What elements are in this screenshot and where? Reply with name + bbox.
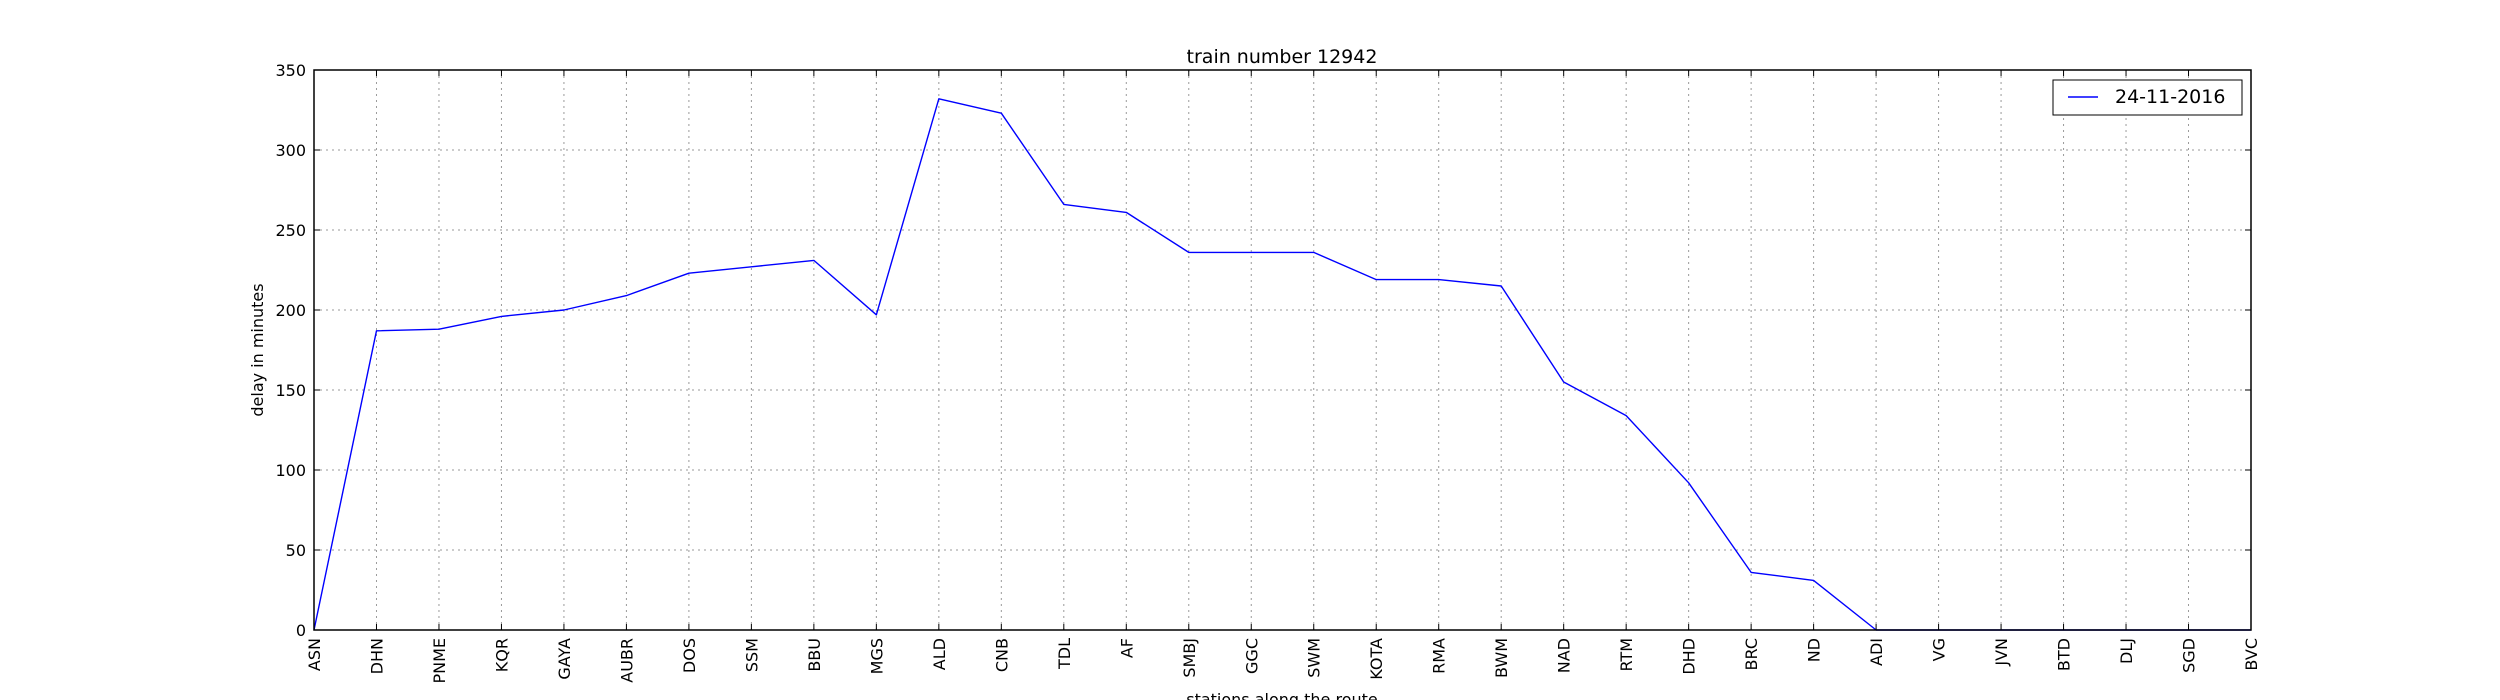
x-tick-label: NAD [1555, 638, 1574, 673]
x-axis-label: stations along the route [1186, 690, 1378, 700]
x-tick-label: VG [1930, 638, 1949, 661]
x-tick-label: KQR [492, 638, 511, 672]
x-tick-label: DHN [367, 638, 386, 674]
x-tick-label: JVN [1992, 638, 2011, 667]
x-tick-label: BRC [1742, 638, 1761, 670]
y-tick-labels: 0 50 100 150 200 250 300 350 [275, 61, 306, 640]
x-tick-label: GGC [1242, 638, 1261, 674]
y-tick-label: 350 [275, 61, 306, 80]
x-tick-label: ND [1805, 638, 1824, 662]
x-tick-label: DHD [1680, 638, 1699, 675]
x-tick-label: ADI [1867, 638, 1886, 666]
x-tick-label: PNME [430, 638, 449, 684]
x-tick-label: MGS [867, 638, 886, 674]
plot-frame [313, 69, 2252, 631]
x-tick-label: TDL [1055, 638, 1074, 670]
x-tick-label: KOTA [1367, 638, 1386, 680]
x-tick-label: SSM [742, 638, 761, 672]
x-tick-label: RTM [1617, 638, 1636, 672]
x-tick-label: SWM [1305, 638, 1324, 678]
x-tick-label: ALD [930, 638, 949, 670]
y-axis-label: delay in minutes [248, 283, 267, 416]
x-tick-label: SGD [2180, 638, 2199, 673]
legend-label-series-0: 24-11-2016 [2115, 86, 2225, 108]
y-tick-label: 150 [275, 381, 306, 400]
y-tick-label: 0 [296, 621, 306, 640]
y-tick-label: 300 [275, 141, 306, 160]
x-tick-label: DOS [680, 638, 699, 673]
x-tick-label: RMA [1430, 638, 1449, 674]
x-tick-label: AF [1117, 638, 1136, 658]
legend: 24-11-2016 [2052, 79, 2243, 116]
x-tick-label: ASN [305, 638, 324, 671]
x-tick-labels: ASN DHN PNME KQR GAYA AUBR DOS SSM BBU MGS ALD CNB T… [305, 638, 2261, 684]
x-tick-label: BBU [805, 638, 824, 672]
axis-ticks [313, 69, 2252, 631]
y-tick-label: 250 [275, 221, 306, 240]
x-tick-label: BVC [2242, 638, 2261, 671]
x-tick-label: BTD [2055, 638, 2074, 671]
y-tick-label: 200 [275, 301, 306, 320]
y-tick-label: 100 [275, 461, 306, 480]
x-tick-label: DLJ [2117, 638, 2136, 664]
y-tick-label: 50 [286, 541, 306, 560]
chart-title: train number 12942 [1187, 46, 1378, 68]
x-tick-label: CNB [992, 638, 1011, 672]
x-tick-label: BWM [1492, 638, 1511, 678]
x-tick-label: GAYA [555, 638, 574, 680]
x-tick-label: SMBJ [1180, 638, 1199, 678]
x-tick-label: AUBR [617, 638, 636, 683]
